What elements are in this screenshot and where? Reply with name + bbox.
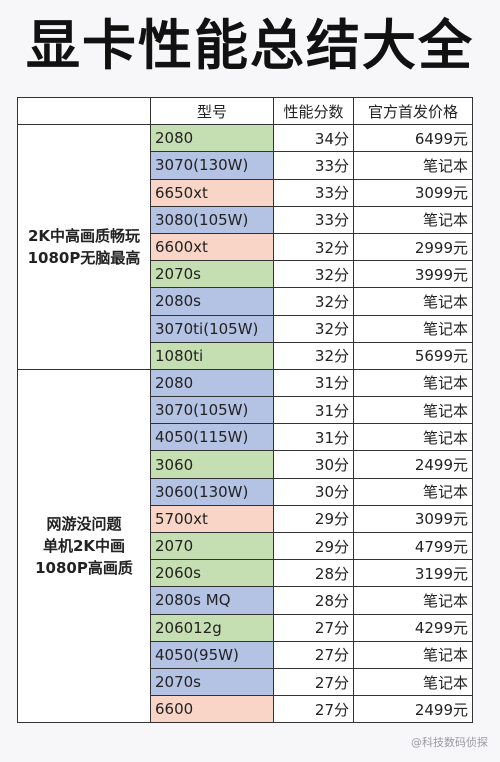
- model-cell: 2070s: [150, 667, 274, 697]
- price-cell: 笔记本: [353, 423, 473, 452]
- table-row: 2080s 32分 笔记本: [18, 287, 473, 316]
- table-row: 3080(105W) 33分 笔记本: [18, 205, 473, 234]
- table-row: 1080ti 32分 5699元: [18, 341, 473, 370]
- price-cell: 笔记本: [353, 314, 473, 343]
- score-cell: 32分: [273, 232, 354, 262]
- price-cell: 3099元: [353, 504, 473, 534]
- price-cell: 笔记本: [353, 287, 473, 316]
- model-cell: 2060s: [150, 559, 274, 588]
- table-row: 3060 30分 2499元: [18, 450, 473, 479]
- price-cell: 笔记本: [353, 477, 473, 506]
- price-cell: 2499元: [353, 450, 473, 479]
- price-cell: 笔记本: [353, 667, 473, 697]
- group-label-line: 2K中高画质畅玩: [27, 227, 141, 246]
- header-row: 型号 性能分数 官方首发价格: [17, 96, 473, 126]
- model-cell: 2080: [150, 368, 274, 398]
- score-cell: 33分: [273, 178, 354, 207]
- table-row: 5700xt 29分 3099元: [18, 504, 473, 534]
- price-cell: 2999元: [353, 232, 473, 262]
- table-row: 6600 27分 2499元: [18, 695, 473, 724]
- score-cell: 31分: [273, 368, 354, 398]
- price-cell: 4299元: [353, 613, 473, 642]
- price-cell: 笔记本: [353, 368, 473, 398]
- table-row: 3070ti(105W) 32分 笔记本: [18, 314, 473, 343]
- model-cell: 2080: [150, 124, 274, 153]
- price-cell: 笔记本: [353, 396, 473, 425]
- group-label-line: 1080P高画质: [35, 559, 133, 578]
- watermark: @科技数码侦探: [411, 736, 488, 749]
- table-row: 6650xt 33分 3099元: [18, 178, 473, 207]
- score-cell: 31分: [273, 423, 354, 452]
- header-model: 型号: [150, 96, 274, 126]
- price-cell: 3999元: [353, 260, 473, 289]
- score-cell: 30分: [273, 477, 354, 506]
- score-cell: 32分: [273, 341, 354, 370]
- score-cell: 32分: [273, 260, 354, 289]
- model-cell: 2070s: [150, 260, 274, 289]
- model-cell: 3080(105W): [150, 205, 274, 234]
- model-cell: 5700xt: [150, 504, 274, 534]
- model-cell: 4050(115W): [150, 423, 274, 452]
- table-row: 2070s 32分 3999元: [18, 260, 473, 289]
- score-cell: 33分: [273, 151, 354, 180]
- model-cell: 2080s MQ: [150, 586, 274, 615]
- price-cell: 笔记本: [353, 151, 473, 180]
- score-cell: 27分: [273, 695, 354, 724]
- score-cell: 31分: [273, 396, 354, 425]
- score-cell: 27分: [273, 667, 354, 697]
- model-cell: 2080s: [150, 287, 274, 316]
- model-cell: 4050(95W): [150, 640, 274, 669]
- group-label-line: 1080P无脑最高: [27, 249, 141, 268]
- model-cell: 6600: [150, 695, 274, 724]
- model-cell: 6600xt: [150, 232, 274, 262]
- header-price: 官方首发价格: [353, 96, 473, 126]
- score-cell: 30分: [273, 450, 354, 479]
- table-row: 2060s 28分 3199元: [18, 559, 473, 588]
- table-row: 网游没问题 单机2K中画 1080P高画质 2080 31分 笔记本: [17, 368, 473, 724]
- score-cell: 33分: [273, 205, 354, 234]
- model-cell: 3070(105W): [150, 396, 274, 425]
- price-cell: 3199元: [353, 559, 473, 588]
- price-cell: 4799元: [353, 531, 473, 561]
- score-cell: 29分: [273, 504, 354, 534]
- price-cell: 3099元: [353, 178, 473, 207]
- page-title: 显卡性能总结大全: [26, 14, 474, 77]
- table-row: 3070(130W) 33分 笔记本: [18, 151, 473, 180]
- table-row: 2K中高画质畅玩 1080P无脑最高 2080 34分 6499元: [17, 124, 473, 370]
- model-cell: 3060: [150, 450, 274, 479]
- header-empty: [17, 96, 151, 126]
- score-cell: 32分: [273, 314, 354, 343]
- group-label-line: 单机2K中画: [42, 537, 126, 556]
- table-row: 4050(95W) 27分 笔记本: [18, 640, 473, 669]
- group-label: 网游没问题单机2K中画 1080P高画质: [17, 368, 151, 724]
- model-cell: 6650xt: [150, 178, 274, 207]
- model-cell: 206012g: [150, 613, 274, 642]
- model-cell: 1080ti: [150, 341, 274, 370]
- model-cell: 3070ti(105W): [150, 314, 274, 343]
- score-cell: 28分: [273, 559, 354, 588]
- price-cell: 笔记本: [353, 586, 473, 615]
- score-cell: 29分: [273, 531, 354, 561]
- table-row: 206012g 27分 4299元: [18, 613, 473, 642]
- price-cell: 2499元: [353, 695, 473, 724]
- group-label-line: 网游没问题: [46, 515, 122, 534]
- model-cell: 2070: [150, 531, 274, 561]
- model-cell: 3070(130W): [150, 151, 274, 180]
- price-cell: 笔记本: [353, 640, 473, 669]
- group-label: 2K中高画质畅玩 1080P无脑最高: [17, 124, 151, 370]
- gpu-table: 型号 性能分数 官方首发价格 2K中高画质畅玩 1080P无脑最高 2080 34分 6…: [17, 96, 473, 724]
- score-cell: 32分: [273, 287, 354, 316]
- price-cell: 6499元: [353, 124, 473, 153]
- score-cell: 28分: [273, 586, 354, 615]
- score-cell: 27分: [273, 640, 354, 669]
- score-cell: 27分: [273, 613, 354, 642]
- score-cell: 34分: [273, 124, 354, 153]
- model-cell: 3060(130W): [150, 477, 274, 506]
- header-score: 性能分数: [273, 96, 354, 126]
- price-cell: 5699元: [353, 341, 473, 370]
- table-row: 6600xt 32分 2999元: [18, 232, 473, 262]
- price-cell: 笔记本: [353, 205, 473, 234]
